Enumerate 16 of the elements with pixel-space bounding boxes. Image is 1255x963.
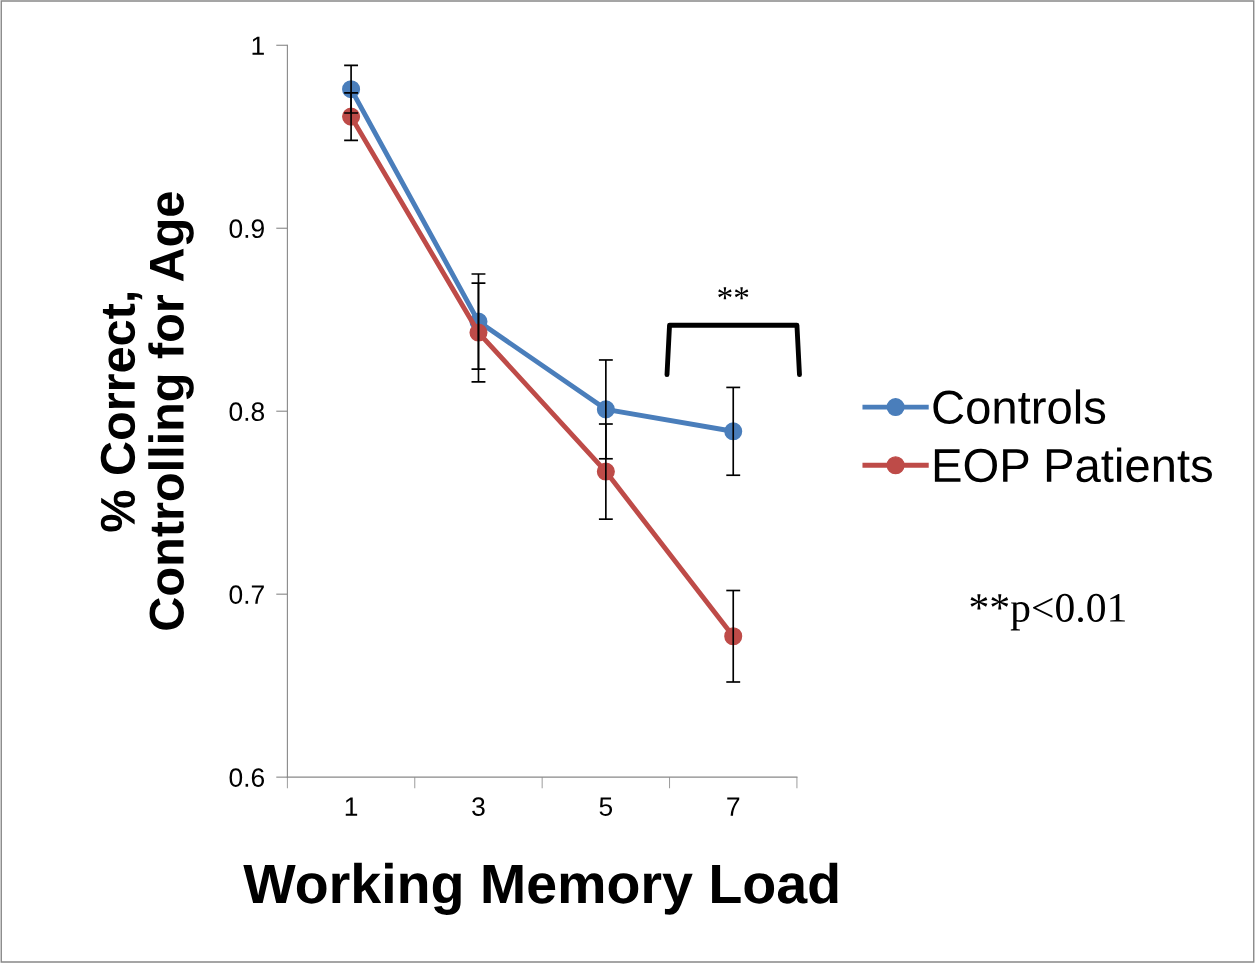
x-tick-label: 7 — [727, 797, 740, 816]
x-axis-title: Working Memory Load — [243, 862, 838, 915]
text: **p<0.01 — [970, 593, 1125, 631]
y-tick-label: 0.8 — [229, 402, 265, 422]
y-tick-label: 0.7 — [229, 585, 264, 604]
point — [469, 323, 488, 342]
x-tick-label: 5 — [599, 797, 613, 816]
annotation: ** — [718, 287, 749, 300]
y-tick-label: 0.9 — [229, 219, 264, 239]
y-tick-label: 1 — [252, 36, 264, 55]
y-axis-title: % Correct, Controlling for Age — [100, 192, 194, 630]
legend-label: Controls — [933, 389, 1106, 425]
x-tick-label: 1 — [345, 797, 358, 816]
y-tick-label: 0.6 — [229, 768, 265, 787]
x-tick-label: 3 — [472, 797, 485, 816]
legend-label: EOP Patients — [934, 447, 1212, 483]
